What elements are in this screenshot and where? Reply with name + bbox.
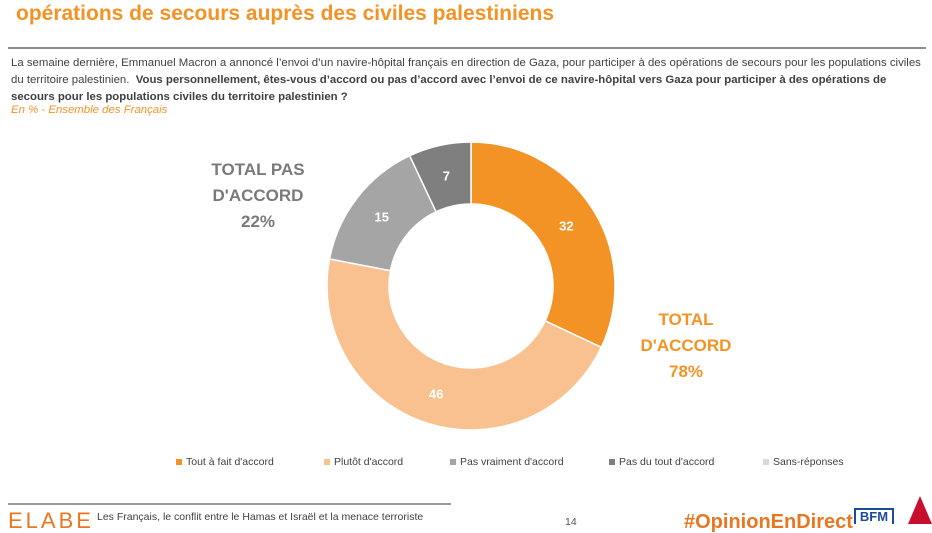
- donut-slice: [408, 141, 472, 213]
- slice-data-label: 46: [429, 386, 443, 401]
- total-disagree-line2: D'ACCORD: [212, 186, 304, 205]
- slice-data-label: 15: [374, 210, 388, 225]
- legend-item: Tout à fait d'accord: [176, 456, 274, 468]
- slice-data-label: 32: [559, 218, 573, 233]
- footer-study-title: Les Français, le conflit entre le Hamas …: [97, 511, 424, 523]
- total-agree-line2: D'ACCORD: [640, 336, 732, 355]
- legend-item: Pas du tout d'accord: [609, 456, 714, 468]
- total-agree-value: 78%: [668, 362, 704, 381]
- bfm-logo: BFM: [854, 508, 894, 524]
- elabe-logo: ELABE: [8, 508, 94, 533]
- base-subtitle: En % - Ensemble des Français: [11, 104, 168, 116]
- legend-swatch: [176, 459, 182, 465]
- legend-label: Pas vraiment d'accord: [460, 456, 564, 468]
- footer-hashtag: #OpinionEnDirect: [684, 511, 853, 533]
- footer-divider: [8, 503, 451, 505]
- chart-legend: Tout à fait d'accord Plutôt d'accord Pas…: [0, 456, 932, 470]
- legend-label: Plutôt d'accord: [334, 456, 404, 468]
- header-divider: [8, 47, 926, 49]
- legend-label: Tout à fait d'accord: [186, 456, 274, 468]
- legend-item: Plutôt d'accord: [324, 456, 403, 468]
- bfm-logo-text: BFM: [856, 510, 892, 524]
- legend-label: Pas du tout d'accord: [619, 456, 715, 468]
- legend-swatch: [763, 459, 769, 465]
- page-title: opérations de secours auprès des civiles…: [16, 2, 555, 25]
- legend-item: Sans-réponses: [763, 456, 844, 468]
- legend-swatch: [609, 459, 615, 465]
- total-agree-line1: TOTAL: [658, 310, 714, 329]
- legend-swatch: [324, 459, 330, 465]
- red-logo-shape: [908, 496, 932, 524]
- page-number: 14: [565, 516, 577, 528]
- total-disagree: TOTAL PAS D'ACCORD 22%: [196, 157, 320, 235]
- legend-swatch: [450, 459, 456, 465]
- donut-slice: [470, 141, 616, 349]
- donut-slice: [326, 258, 603, 431]
- question-text: La semaine dernière, Emmanuel Macron a a…: [11, 55, 923, 106]
- intro-question: Vous personnellement, êtes-vous d’accord…: [11, 74, 887, 103]
- total-agree: TOTAL D'ACCORD 78%: [624, 307, 748, 385]
- legend-item: Pas vraiment d'accord: [450, 456, 564, 468]
- legend-label: Sans-réponses: [773, 456, 844, 468]
- slice-data-label: 7: [443, 169, 450, 184]
- total-disagree-value: 22%: [240, 212, 276, 231]
- intro-context: La semaine dernière, Emmanuel Macron a a…: [11, 57, 921, 86]
- total-disagree-line1: TOTAL PAS: [211, 160, 305, 179]
